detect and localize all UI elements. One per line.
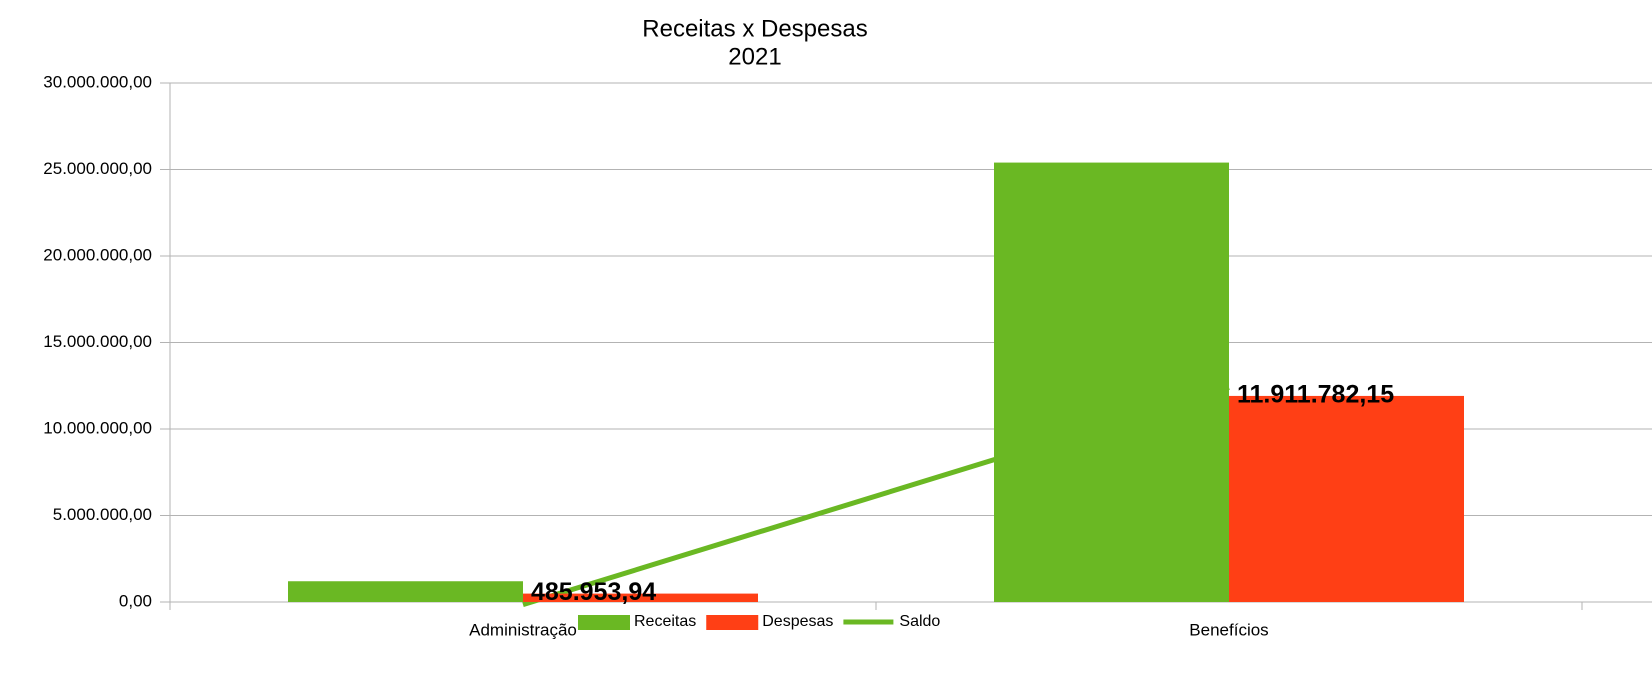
legend-swatch — [706, 615, 759, 630]
value-label: 485.953,94 — [531, 578, 656, 606]
bar — [1229, 395, 1464, 602]
bar — [994, 162, 1229, 602]
y-tick-label: 10.000.000,00 — [43, 418, 152, 437]
y-tick-label: 30.000.000,00 — [43, 72, 152, 91]
y-tick-label: 0,00 — [119, 591, 152, 610]
y-tick-label: 5.000.000,00 — [53, 505, 152, 524]
legend-label: Receitas — [634, 613, 696, 630]
chart-subtitle: 2021 — [728, 43, 781, 70]
legend-label: Despesas — [762, 613, 833, 630]
legend-label: Saldo — [899, 613, 940, 630]
bar — [523, 593, 758, 602]
y-tick-label: 20.000.000,00 — [43, 245, 152, 264]
bar — [288, 581, 523, 602]
legend-swatch — [578, 615, 630, 630]
y-tick-label: 25.000.000,00 — [43, 159, 152, 178]
x-tick-label: Administração — [469, 620, 577, 639]
x-tick-label: Benefícios — [1189, 620, 1268, 639]
chart-title: Receitas x Despesas — [642, 15, 867, 42]
y-tick-label: 15.000.000,00 — [43, 332, 152, 351]
value-label: 11.911.782,15 — [1237, 381, 1394, 409]
